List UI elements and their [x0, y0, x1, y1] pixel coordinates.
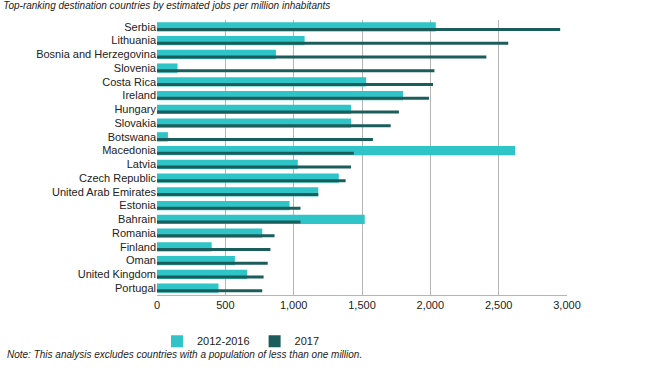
svg-text:Note: This analysis excludes c: Note: This analysis excludes countries w…	[7, 349, 362, 360]
svg-text:2012-2016: 2012-2016	[197, 335, 250, 347]
svg-text:United Arab Emirates: United Arab Emirates	[52, 186, 156, 198]
svg-text:0: 0	[154, 299, 160, 311]
svg-text:Serbia: Serbia	[124, 21, 157, 33]
svg-text:Lithuania: Lithuania	[111, 34, 157, 46]
svg-text:Macedonia: Macedonia	[102, 144, 157, 156]
svg-text:Czech Republic: Czech Republic	[79, 172, 157, 184]
svg-text:Bosnia and Herzegovina: Bosnia and Herzegovina	[36, 48, 157, 60]
svg-text:1,500: 1,500	[348, 299, 376, 311]
svg-text:1,000: 1,000	[280, 299, 308, 311]
svg-text:Slovakia: Slovakia	[114, 117, 156, 129]
svg-text:Latvia: Latvia	[127, 158, 157, 170]
svg-text:2017: 2017	[295, 335, 319, 347]
svg-text:Hungary: Hungary	[114, 103, 156, 115]
svg-text:Finland: Finland	[120, 241, 156, 253]
svg-text:Ireland: Ireland	[122, 89, 156, 101]
svg-text:2,000: 2,000	[417, 299, 445, 311]
svg-text:Portugal: Portugal	[115, 282, 156, 294]
svg-text:Top-ranking destination countr: Top-ranking destination countries by est…	[3, 0, 330, 11]
svg-text:Bahrain: Bahrain	[118, 213, 156, 225]
svg-text:Slovenia: Slovenia	[114, 62, 157, 74]
svg-text:Costa Rica: Costa Rica	[102, 76, 157, 88]
svg-text:Estonia: Estonia	[119, 199, 157, 211]
svg-text:Romania: Romania	[112, 227, 157, 239]
svg-text:Botswana: Botswana	[108, 131, 157, 143]
svg-text:3,000: 3,000	[553, 299, 581, 311]
svg-text:2,500: 2,500	[485, 299, 513, 311]
svg-text:500: 500	[216, 299, 234, 311]
svg-text:United Kingdom: United Kingdom	[78, 268, 156, 280]
svg-text:Oman: Oman	[126, 254, 156, 266]
